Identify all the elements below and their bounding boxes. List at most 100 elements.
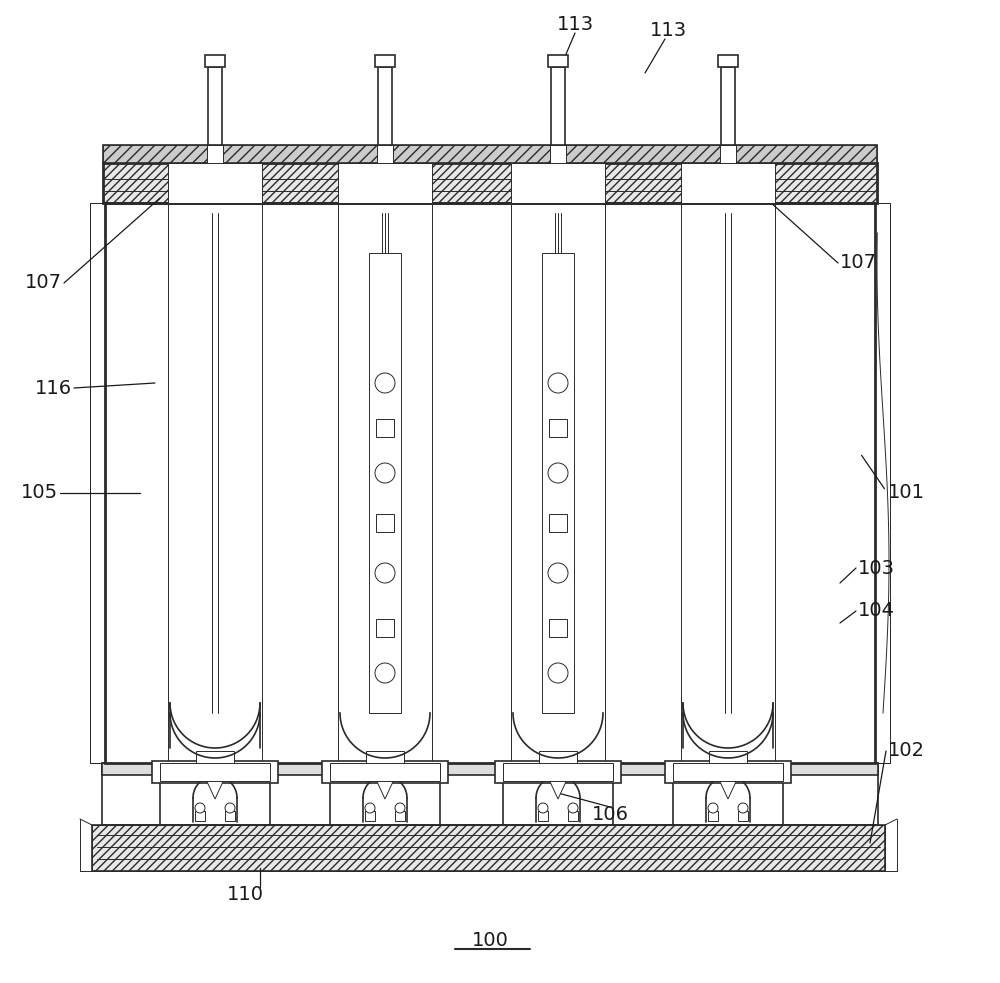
Bar	[440, 203, 503, 763]
Circle shape	[375, 373, 395, 393]
Circle shape	[548, 463, 568, 483]
Text: 110: 110	[226, 886, 264, 904]
Circle shape	[738, 803, 748, 813]
Bar	[549, 514, 567, 532]
Text: 113: 113	[556, 16, 594, 34]
Circle shape	[538, 803, 548, 813]
Circle shape	[375, 563, 395, 583]
Bar	[155, 763, 275, 778]
Bar	[338, 163, 432, 203]
Bar	[511, 163, 605, 203]
Text: 101: 101	[888, 484, 925, 502]
Bar	[440, 203, 503, 763]
Bar	[551, 67, 565, 145]
Bar	[673, 203, 783, 763]
Bar	[365, 811, 375, 821]
Bar	[538, 811, 548, 821]
Bar	[613, 203, 673, 763]
Bar	[542, 253, 574, 713]
Bar	[738, 811, 748, 821]
Bar	[550, 145, 566, 163]
Bar	[207, 145, 223, 163]
Polygon shape	[373, 773, 397, 799]
Bar	[673, 763, 783, 781]
Bar	[92, 825, 885, 871]
Bar	[160, 763, 270, 781]
Bar	[196, 751, 234, 773]
Bar	[549, 619, 567, 637]
Polygon shape	[716, 773, 740, 799]
Bar	[681, 163, 775, 203]
Bar	[539, 751, 577, 773]
Bar	[548, 55, 568, 67]
Circle shape	[548, 663, 568, 683]
Circle shape	[375, 463, 395, 483]
Bar	[168, 163, 262, 203]
Bar	[503, 203, 613, 763]
Bar	[102, 763, 878, 775]
Circle shape	[195, 803, 205, 813]
Bar	[225, 811, 235, 821]
Bar	[721, 67, 735, 145]
Bar	[208, 67, 222, 145]
Bar	[90, 203, 105, 763]
Circle shape	[395, 803, 405, 813]
Bar	[376, 514, 394, 532]
Text: 103: 103	[858, 558, 895, 577]
Circle shape	[365, 803, 375, 813]
Bar	[322, 761, 448, 783]
Bar	[875, 203, 890, 763]
Circle shape	[568, 803, 578, 813]
Bar	[720, 145, 736, 163]
Bar	[495, 761, 621, 783]
Bar	[549, 419, 567, 437]
Bar	[376, 419, 394, 437]
Bar	[783, 203, 875, 763]
Bar	[377, 145, 393, 163]
Bar	[330, 763, 440, 781]
Circle shape	[708, 803, 718, 813]
Bar	[92, 825, 885, 871]
Bar	[205, 55, 225, 67]
Circle shape	[548, 563, 568, 583]
Bar	[395, 811, 405, 821]
Bar	[709, 751, 747, 773]
Bar	[613, 203, 673, 763]
Bar	[270, 203, 330, 763]
Bar	[195, 811, 205, 821]
Text: 107: 107	[25, 273, 62, 293]
Bar	[783, 203, 875, 763]
Bar	[503, 763, 613, 781]
Polygon shape	[203, 773, 227, 799]
Text: 102: 102	[888, 741, 925, 761]
Bar	[718, 55, 738, 67]
Bar	[708, 811, 718, 821]
Bar	[325, 763, 445, 778]
Text: 105: 105	[21, 484, 58, 502]
Bar	[376, 619, 394, 637]
Bar	[105, 203, 875, 763]
Bar	[103, 163, 877, 203]
Circle shape	[548, 373, 568, 393]
Bar	[369, 253, 401, 713]
Bar	[105, 203, 160, 763]
Bar	[568, 811, 578, 821]
Bar	[103, 163, 877, 203]
Bar	[366, 751, 404, 773]
Polygon shape	[546, 773, 570, 799]
Bar	[102, 763, 878, 825]
Circle shape	[225, 803, 235, 813]
Text: 116: 116	[35, 378, 72, 397]
Circle shape	[375, 663, 395, 683]
Bar	[152, 761, 278, 783]
Bar	[160, 203, 270, 763]
Text: 106: 106	[592, 805, 629, 825]
Text: 107: 107	[840, 254, 877, 272]
Bar	[498, 763, 618, 778]
Bar	[103, 145, 877, 163]
Bar	[668, 763, 788, 778]
Bar	[375, 55, 395, 67]
Text: 100: 100	[472, 932, 508, 951]
Text: 113: 113	[649, 22, 687, 40]
Bar	[665, 761, 791, 783]
